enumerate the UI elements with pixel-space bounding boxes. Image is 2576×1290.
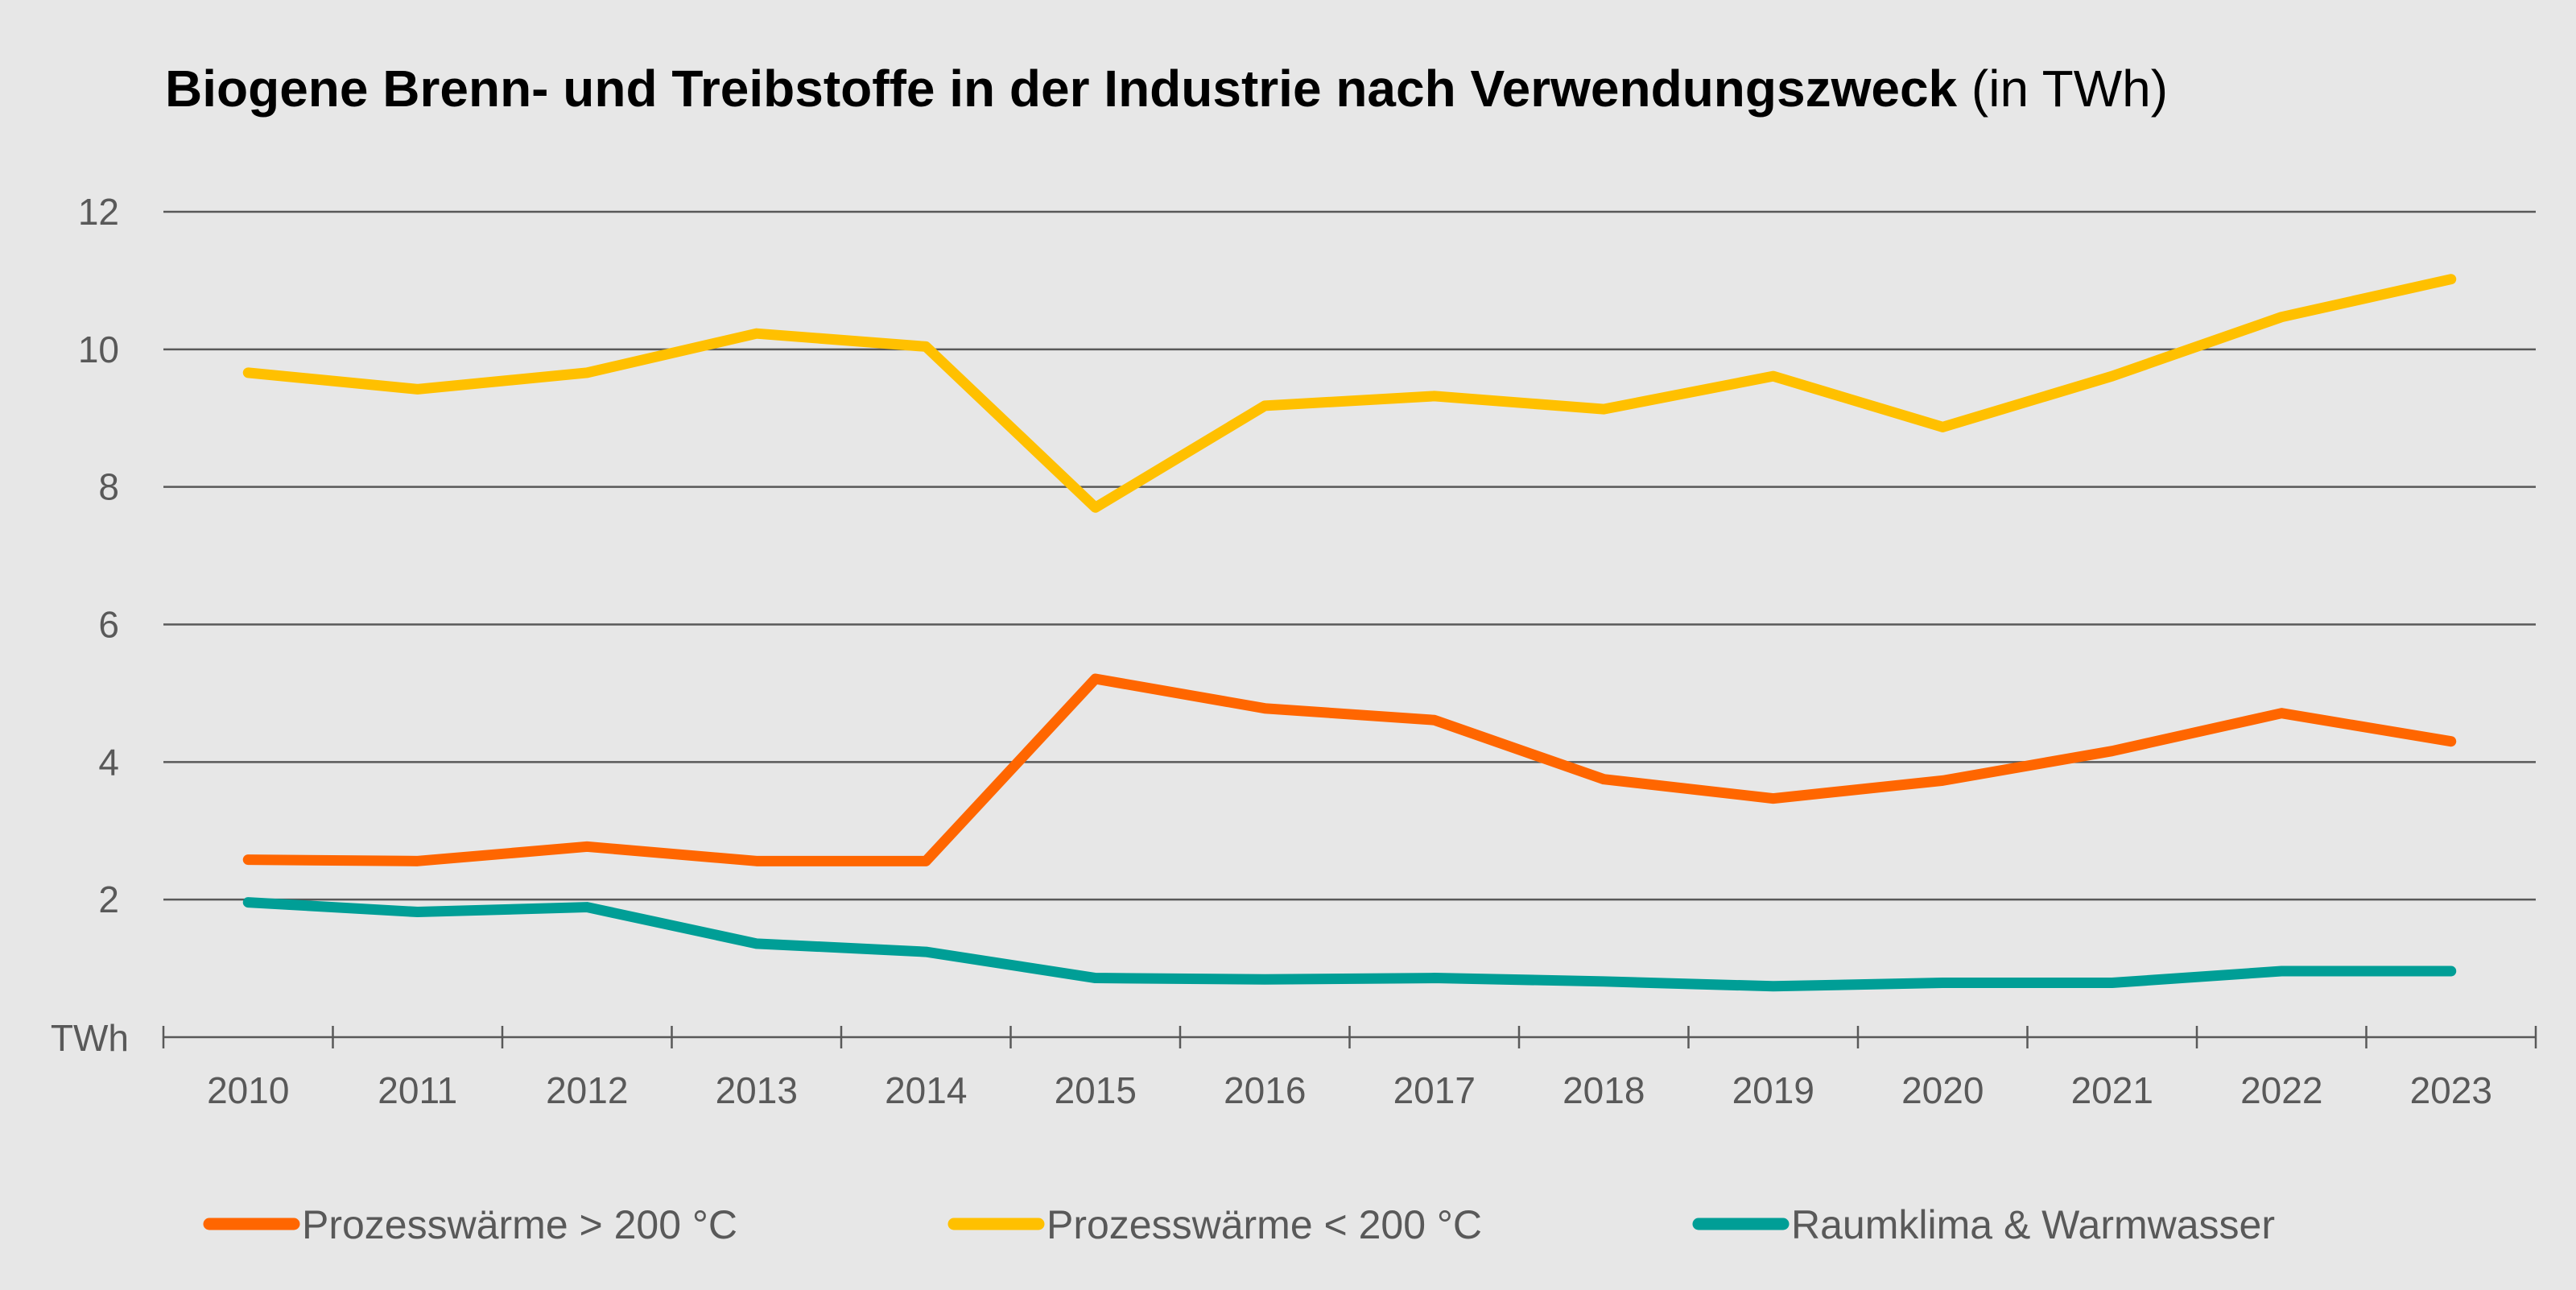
x-tick-label: 2016 [1224, 1069, 1306, 1111]
y-unit-label: TWh [51, 1017, 129, 1059]
x-tick-label: 2014 [885, 1069, 967, 1111]
chart-title: Biogene Brenn- und Treibstoffe in der In… [165, 60, 2168, 118]
legend-label: Prozesswärme > 200 °C [302, 1202, 737, 1247]
y-tick-label: 4 [98, 741, 119, 783]
title-unit: (in TWh) [1957, 60, 2168, 118]
x-tick-label: 2017 [1393, 1069, 1476, 1111]
legend-label: Prozesswärme < 200 °C [1046, 1202, 1482, 1247]
series-line-0 [242, 673, 2457, 866]
x-tick-label: 2015 [1055, 1069, 1137, 1111]
y-tick-label: 10 [78, 329, 119, 370]
series-line-1 [242, 274, 2457, 513]
x-tick-label: 2022 [2240, 1069, 2322, 1111]
legend-label: Raumklima & Warmwasser [1791, 1202, 2275, 1247]
x-tick-label: 2020 [1901, 1069, 1984, 1111]
title-main: Biogene Brenn- und Treibstoffe in der In… [165, 60, 1958, 118]
y-tick-label: 2 [98, 879, 119, 920]
x-tick-label: 2013 [716, 1069, 798, 1111]
series-line-2 [242, 897, 2457, 992]
y-tick-label: 12 [78, 191, 119, 233]
x-tick-label: 2023 [2410, 1069, 2492, 1111]
y-tick-label: 6 [98, 604, 119, 646]
x-tick-label: 2019 [1732, 1069, 1814, 1111]
x-tick-label: 2010 [207, 1069, 289, 1111]
y-tick-label: 8 [98, 466, 119, 508]
x-tick-label: 2012 [546, 1069, 628, 1111]
x-tick-label: 2018 [1563, 1069, 1645, 1111]
x-tick-label: 2011 [378, 1069, 457, 1111]
x-tick-label: 2021 [2071, 1069, 2153, 1111]
